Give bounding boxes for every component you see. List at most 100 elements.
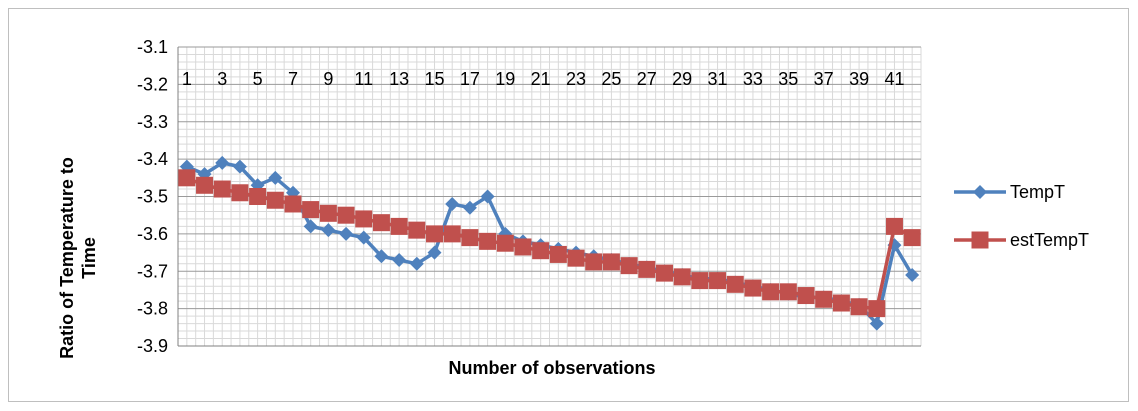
data-point-esttempt [549, 245, 567, 263]
data-point-esttempt [372, 214, 390, 232]
data-point-tempt [232, 159, 247, 174]
x-tick-label: 41 [884, 69, 904, 89]
y-tick-label: -3.9 [137, 336, 168, 356]
x-tick-label: 19 [495, 69, 515, 89]
legend-item-esttempt: estTempT [954, 230, 1089, 250]
data-point-esttempt [249, 188, 267, 205]
data-point-esttempt [178, 169, 196, 187]
y-tick-label: -3.2 [137, 74, 168, 94]
x-tick-label: 3 [217, 69, 227, 89]
x-tick-label: 13 [389, 69, 409, 89]
data-point-esttempt [461, 229, 479, 247]
data-point-esttempt [355, 210, 373, 228]
x-tick-label: 31 [708, 69, 728, 89]
data-point-tempt [480, 189, 495, 204]
data-point-esttempt [319, 204, 337, 222]
y-tick-label: -3.6 [137, 224, 168, 244]
x-tick-label: 5 [253, 69, 263, 89]
data-point-esttempt [797, 287, 815, 305]
data-point-esttempt [655, 264, 673, 282]
data-point-tempt [356, 230, 371, 245]
data-point-esttempt [744, 279, 762, 297]
x-tick-label: 7 [288, 69, 298, 89]
legend-marker-esttempt [971, 231, 989, 249]
data-point-esttempt [815, 290, 833, 308]
y-axis-title: Ratio of Temperature to Time [57, 157, 99, 359]
data-point-esttempt [709, 272, 727, 290]
data-point-tempt [339, 226, 354, 241]
data-point-esttempt [426, 225, 444, 243]
x-tick-labels: 1 3 5 7 9 11 13 15 17 19 21 23 25 27 29 31 33 35 37 39 41 [182, 69, 905, 89]
data-point-esttempt [638, 260, 656, 278]
y-axis-title-line-2: Time [79, 237, 99, 279]
y-tick-label: -3.5 [137, 187, 168, 207]
data-point-esttempt [567, 249, 585, 267]
data-point-esttempt [302, 201, 320, 219]
legend-item-tempt: TempT [954, 182, 1065, 202]
data-point-esttempt [726, 275, 744, 293]
data-point-esttempt [213, 180, 231, 198]
data-point-tempt [392, 253, 407, 268]
y-tick-label: -3.4 [137, 149, 168, 169]
data-point-tempt [905, 267, 920, 282]
data-point-esttempt [196, 176, 214, 194]
data-point-tempt [268, 170, 283, 185]
data-point-esttempt [408, 221, 426, 239]
x-tick-label: 37 [814, 69, 834, 89]
x-tick-label: 23 [566, 69, 586, 89]
legend: TempT estTempT [954, 182, 1089, 250]
data-point-tempt [303, 219, 318, 234]
data-point-esttempt [691, 272, 709, 290]
series-esttempt [178, 169, 921, 318]
data-point-esttempt [390, 217, 408, 235]
data-point-tempt [409, 256, 424, 271]
x-tick-label: 29 [672, 69, 692, 89]
data-point-tempt [427, 245, 442, 260]
data-point-esttempt [266, 191, 284, 209]
data-point-esttempt [903, 229, 921, 247]
x-tick-label: 25 [601, 69, 621, 89]
data-point-esttempt [762, 283, 780, 301]
x-tick-label: 15 [424, 69, 444, 89]
y-axis-title-line-1: Ratio of Temperature to [57, 157, 77, 359]
legend-label-tempt: TempT [1010, 182, 1065, 202]
data-point-esttempt [585, 253, 603, 271]
data-point-tempt [374, 249, 389, 264]
x-tick-label: 39 [849, 69, 869, 89]
data-point-esttempt [868, 300, 886, 318]
legend-marker-tempt [973, 185, 987, 199]
data-point-esttempt [673, 268, 691, 286]
data-point-tempt [445, 196, 460, 211]
data-point-esttempt [832, 294, 850, 312]
data-point-esttempt [337, 206, 355, 224]
data-point-esttempt [779, 283, 797, 301]
y-tick-label: -3.8 [137, 299, 168, 319]
x-tick-label: 27 [637, 69, 657, 89]
x-tick-label: 21 [531, 69, 551, 89]
y-tick-label: -3.3 [137, 112, 168, 132]
x-tick-label: 17 [460, 69, 480, 89]
chart-frame [8, 8, 1129, 402]
data-point-esttempt [514, 238, 532, 256]
x-tick-label: 1 [182, 69, 192, 89]
data-point-tempt [869, 316, 884, 331]
data-point-tempt [462, 200, 477, 215]
x-axis-title: Number of observations [448, 358, 655, 378]
x-tick-label: 9 [323, 69, 333, 89]
data-point-tempt [215, 155, 230, 170]
data-point-esttempt [602, 253, 620, 271]
data-point-esttempt [231, 184, 249, 202]
y-tick-label: -3.1 [137, 37, 168, 57]
data-point-esttempt [443, 225, 461, 243]
data-point-esttempt [532, 242, 550, 260]
legend-label-esttempt: estTempT [1010, 230, 1089, 250]
data-point-tempt [321, 223, 336, 238]
x-tick-label: 11 [354, 69, 373, 89]
x-tick-label: 35 [778, 69, 798, 89]
x-tick-label: 33 [743, 69, 763, 89]
data-point-esttempt [850, 298, 868, 316]
data-point-esttempt [284, 195, 302, 213]
chart-axes [177, 47, 921, 347]
data-point-esttempt [479, 232, 497, 250]
